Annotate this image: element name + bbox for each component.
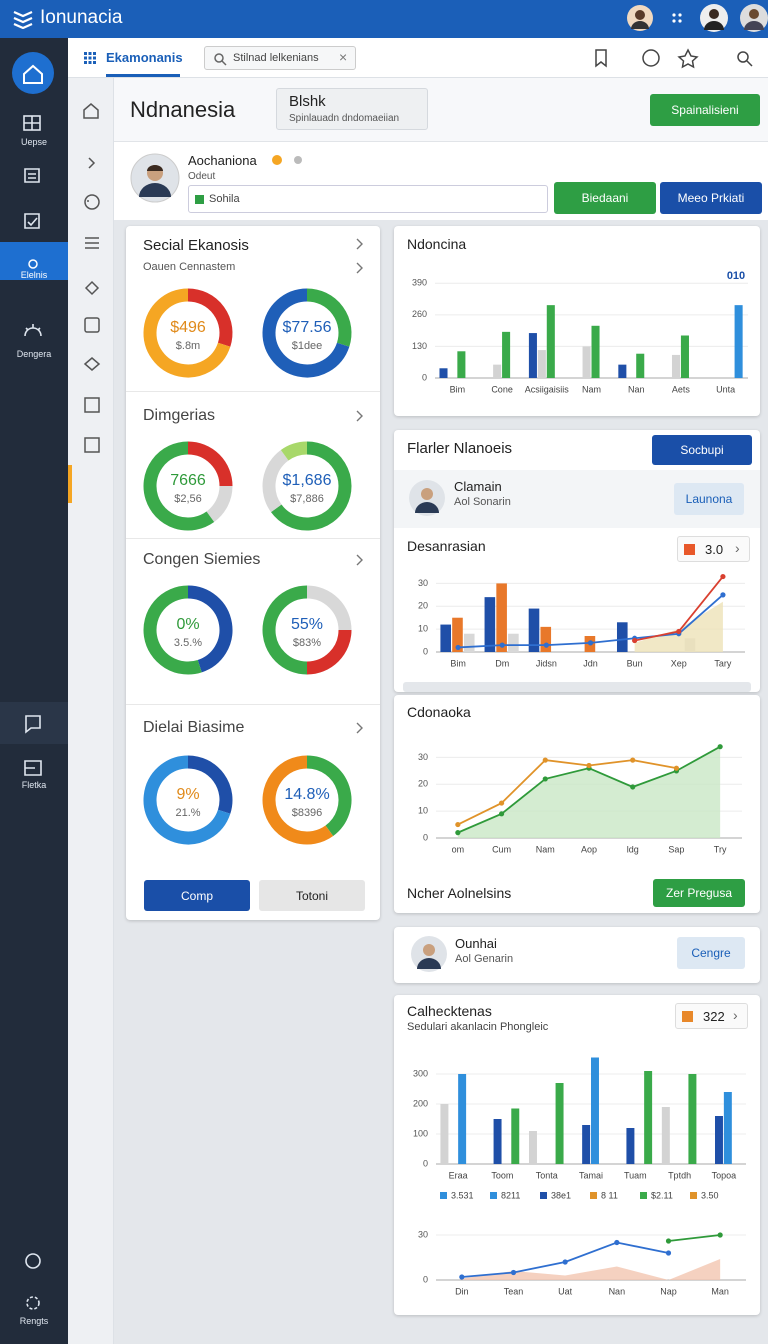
page-title: Ndnanesia: [130, 97, 236, 122]
input-text: Sohila: [209, 193, 240, 205]
badge[interactable]: 322 ›: [675, 1003, 748, 1029]
grid-icon: [84, 52, 96, 64]
sidebar-active[interactable]: [0, 242, 68, 280]
info-box: Blshk Spinlauadn dndomaeiian: [276, 88, 428, 130]
icon[interactable]: [22, 1294, 44, 1312]
badges: [272, 155, 302, 165]
person-sub: Aol Sonarin: [454, 496, 511, 508]
button[interactable]: Comp: [144, 880, 250, 911]
icon[interactable]: [21, 1250, 45, 1272]
tab-underline: [106, 74, 180, 77]
panel-title: Flarler Nlanoeis: [407, 440, 513, 457]
box-title: Blshk: [289, 93, 326, 110]
button[interactable]: Cengre: [677, 937, 745, 969]
chart-title: Desanrasian: [407, 538, 486, 554]
icon: [28, 259, 38, 269]
sidebar-block: [0, 702, 68, 744]
section-title: Congen Siemies: [143, 551, 261, 568]
button[interactable]: Socbupi: [652, 435, 752, 465]
button[interactable]: Launona: [674, 483, 744, 515]
home-button[interactable]: [12, 52, 54, 94]
badge[interactable]: 3.0 ›: [677, 536, 750, 562]
sidebar-item[interactable]: Rengts: [19, 1316, 49, 1326]
person-sub: Aol Genarin: [455, 953, 514, 965]
search-text: Stilnad lelkenians: [233, 52, 319, 64]
profile-role: Odeut: [188, 171, 216, 182]
profile-name: Aochaniona: [188, 153, 257, 168]
clear-icon[interactable]: ×: [339, 49, 348, 65]
person-row: Clamain Aol Sonarin Launona: [394, 470, 760, 528]
button[interactable]: Totoni: [259, 880, 365, 911]
logo: [13, 10, 33, 29]
box-sub: Spinlauadn dndomaeiian: [289, 113, 400, 124]
chart-title: Calhecktenas: [407, 1003, 492, 1019]
chart-title: Cdonaoka: [407, 704, 471, 720]
icon[interactable]: [22, 166, 44, 186]
header: Ekamonanis Stilnad lelkenians ×: [68, 38, 768, 78]
subsidebar: [68, 78, 114, 1344]
button[interactable]: Biedaani: [554, 182, 656, 214]
search-box[interactable]: Stilnad lelkenians ×: [204, 46, 356, 70]
page-header: Ndnanesia Blshk Spinlauadn dndomaeiian S…: [114, 78, 768, 142]
section-title: Secial Ekanosis: [143, 237, 249, 254]
sidebar-item[interactable]: Fletka: [21, 780, 47, 790]
person-name: Clamain: [454, 479, 502, 494]
icon[interactable]: [22, 758, 44, 778]
panel-card: Flarler Nlanoeis Socbupi Clamain Aol Son…: [394, 430, 760, 692]
sidebar-item[interactable]: Dengera: [16, 349, 52, 359]
chart-card: Calhecktenas Sedulari akanlacin Phonglei…: [394, 995, 760, 1315]
badge-text: 322: [703, 1009, 725, 1024]
section-subtitle: Oauen Cennastem: [143, 261, 236, 273]
icon[interactable]: [22, 114, 44, 134]
top-icons[interactable]: [624, 2, 768, 36]
person-name: Ounhai: [455, 936, 497, 951]
donut-card: Secial Ekanosis Oauen Cennastem Dimgeria…: [126, 226, 380, 920]
icon[interactable]: [22, 712, 44, 734]
profile-row: Aochaniona Odeut Sohila Biedaani Meeo Pr…: [114, 142, 768, 220]
icon[interactable]: [22, 322, 44, 342]
tab[interactable]: Ekamonanis: [106, 50, 183, 65]
topbar: Ionunacia: [0, 0, 768, 38]
chart-subtitle: Sedulari akanlacin Phongleic: [407, 1021, 549, 1033]
panel-title: Ncher Aolnelsins: [407, 885, 512, 901]
sidebar: [0, 38, 68, 1344]
primary-button[interactable]: Spainalisieni: [650, 94, 760, 126]
icon[interactable]: [22, 211, 44, 231]
section-title: Dimgerias: [143, 407, 216, 424]
chart-card: Cdonaoka Ncher Aolnelsins Zer Pregusa: [394, 695, 760, 913]
chart-card: Ndoncina: [394, 226, 760, 416]
button[interactable]: Zer Pregusa: [653, 879, 745, 907]
badge-text: 3.0: [705, 542, 724, 557]
section-title: Dielai Biasime: [143, 719, 245, 736]
avatar: [130, 153, 180, 203]
active-marker: [68, 465, 72, 503]
input[interactable]: Sohila: [188, 185, 548, 213]
button[interactable]: Meeo Prkiati: [660, 182, 762, 214]
app-title: Ionunacia: [40, 7, 123, 28]
chart-title: Ndoncina: [407, 236, 467, 252]
sidebar-item[interactable]: Uepse: [20, 137, 47, 147]
header-icons[interactable]: [588, 46, 768, 70]
sidebar-item[interactable]: Elelnis: [20, 270, 48, 280]
subsidebar-icons[interactable]: [68, 78, 114, 498]
person-card: Ounhai Aol Genarin Cengre: [394, 927, 760, 983]
